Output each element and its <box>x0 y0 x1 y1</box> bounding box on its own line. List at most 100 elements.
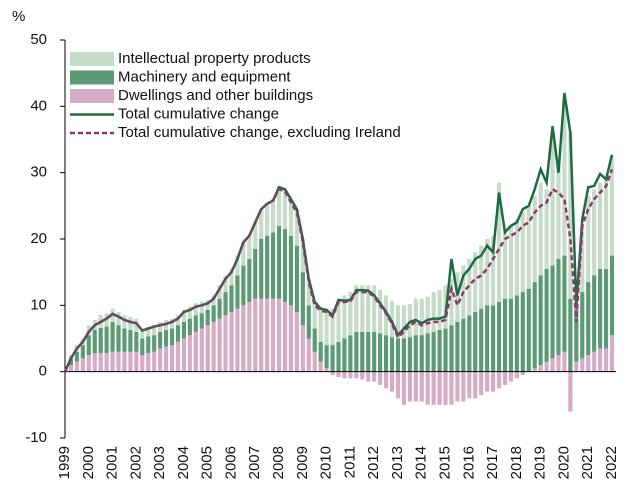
bar-segment <box>312 302 317 329</box>
bar-segment <box>158 331 163 349</box>
bar-segment <box>603 348 609 372</box>
x-tick-label: 2010 <box>318 446 335 479</box>
bar-segment <box>603 268 609 349</box>
bar-segment <box>473 311 478 372</box>
bar-segment <box>586 282 591 356</box>
bar-segment <box>128 351 133 372</box>
bar-segment <box>294 311 299 372</box>
bar-segment <box>425 371 430 405</box>
bar-segment <box>479 371 484 395</box>
bar-segment <box>80 345 85 359</box>
bar-segment <box>152 335 157 352</box>
bar-segment <box>259 239 264 299</box>
bar-segment <box>336 302 341 342</box>
x-tick-label: 2018 <box>508 446 525 479</box>
bar-segment <box>247 258 252 303</box>
bar-segment <box>401 371 406 405</box>
bar-segment <box>544 189 549 269</box>
x-tick-label: 2002 <box>127 446 144 479</box>
bar-segment <box>562 96 567 256</box>
bar-segment <box>485 239 490 306</box>
bar-segment <box>74 361 79 372</box>
bar-segment <box>205 300 210 310</box>
x-tick-label: 2012 <box>365 446 382 479</box>
bar-segment <box>110 351 115 372</box>
legend-label: Machinery and equipment <box>118 68 291 85</box>
bar-segment <box>419 371 424 402</box>
bar-segment <box>401 305 406 339</box>
bar-segment <box>437 371 442 405</box>
legend-label: Total cumulative change <box>118 105 279 122</box>
bar-segment <box>336 371 341 377</box>
bar-segment <box>163 329 169 347</box>
x-tick-label: 2003 <box>151 446 168 479</box>
x-tick-label: 2019 <box>532 446 549 479</box>
y-tick-label: 30 <box>30 164 47 181</box>
y-tick-label: 40 <box>30 97 47 114</box>
bar-segment <box>389 300 395 338</box>
bar-segment <box>276 225 282 299</box>
bar-segment <box>253 298 258 372</box>
series-line <box>63 168 614 373</box>
x-tick-label: 1999 <box>56 446 73 479</box>
bar-segment <box>431 371 436 405</box>
bar-segment <box>491 305 496 372</box>
bar-segment <box>158 321 163 332</box>
bar-segment <box>592 351 597 372</box>
bar-segment <box>122 328 127 352</box>
bar-segment <box>389 337 395 372</box>
bar-segment <box>586 355 591 372</box>
x-tick-label: 2009 <box>294 446 311 479</box>
bar-segment <box>366 331 371 372</box>
bar-segment <box>496 371 502 389</box>
bar-segment <box>199 328 204 372</box>
bar-segment <box>134 318 139 332</box>
bar-segment <box>158 348 163 372</box>
bar-segment <box>271 298 276 372</box>
bar-segment <box>217 318 222 372</box>
bar-segment <box>508 298 514 372</box>
bar-segment <box>324 308 329 346</box>
bar-segment <box>259 298 264 372</box>
bar-segment <box>175 315 181 326</box>
bar-segment <box>473 371 478 399</box>
bar-segment <box>449 278 454 326</box>
bar-segment <box>467 371 472 399</box>
bar-segment <box>407 371 412 402</box>
bar-segment <box>146 336 151 354</box>
bar-segment <box>407 304 412 338</box>
bar-segment <box>401 338 406 372</box>
bar-segment <box>413 335 418 372</box>
bar-segment <box>193 331 198 372</box>
bar-segment <box>265 202 270 236</box>
bar-segment <box>514 371 519 379</box>
bar-segment <box>348 292 353 336</box>
y-tick-label: 0 <box>39 363 47 380</box>
bar-segment <box>247 302 252 372</box>
x-tick-label: 2007 <box>246 446 263 479</box>
bar-segment <box>163 346 169 372</box>
bar-segment <box>181 321 186 339</box>
bar-segment <box>80 358 85 372</box>
bar-segment <box>152 351 157 372</box>
bar-segment <box>282 302 288 372</box>
bar-segment <box>544 268 549 362</box>
bar-segment <box>598 268 603 349</box>
bar-segment <box>288 305 294 372</box>
bar-segment <box>146 326 151 337</box>
bar-segment <box>187 335 192 372</box>
bar-segment <box>425 333 430 372</box>
bar-segment <box>378 290 383 334</box>
bar-segment <box>532 282 537 369</box>
y-tick-label: 10 <box>30 296 47 313</box>
bar-segment <box>556 258 561 356</box>
bar-segment <box>407 337 412 372</box>
bar-segment <box>609 156 615 256</box>
bar-segment <box>288 199 294 236</box>
bar-segment <box>312 328 317 352</box>
bar-segment <box>205 325 210 372</box>
bar-segment <box>86 355 91 372</box>
bar-segment <box>354 285 359 332</box>
bar-segment <box>122 315 127 329</box>
bar-segment <box>348 335 353 372</box>
